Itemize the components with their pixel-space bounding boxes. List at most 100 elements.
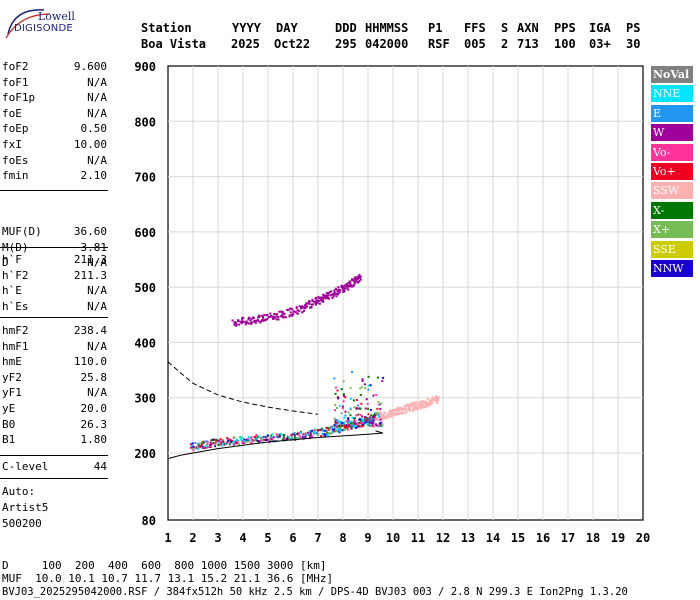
- trace-point: [426, 401, 429, 404]
- trace-point: [409, 405, 412, 408]
- trace-point: [386, 412, 389, 415]
- trace-point: [255, 436, 258, 439]
- trace-point: [210, 443, 213, 446]
- trace-point: [434, 397, 437, 400]
- trace-point: [356, 277, 359, 280]
- trace-point: [287, 436, 290, 439]
- trace-point: [311, 298, 314, 301]
- trace-point: [202, 446, 205, 449]
- spread-point: [341, 405, 344, 408]
- trace-point: [270, 438, 273, 441]
- trace-point: [339, 430, 342, 433]
- trace-point: [294, 438, 297, 441]
- trace-point: [314, 428, 317, 431]
- trace-point: [425, 401, 428, 404]
- trace-point: [361, 423, 364, 426]
- trace-point: [304, 435, 307, 438]
- trace-point: [293, 436, 296, 439]
- trace-point: [260, 436, 263, 439]
- trace-point: [412, 408, 415, 411]
- param-label: foEp: [2, 122, 29, 136]
- trace-point: [366, 419, 369, 422]
- trace-point: [371, 418, 374, 421]
- param-label: foF2: [2, 60, 29, 73]
- trace-point: [286, 309, 289, 312]
- trace-point: [300, 306, 303, 309]
- trace-point: [411, 403, 414, 406]
- trace-point: [276, 440, 279, 443]
- trace-point: [332, 430, 335, 433]
- trace-point: [356, 426, 359, 429]
- trace-point: [316, 301, 319, 304]
- logo-swoosh-icon: [5, 9, 51, 39]
- trace-point: [286, 437, 289, 440]
- trace-point: [382, 414, 385, 417]
- param-value: N/A: [87, 75, 107, 89]
- trace-point: [214, 438, 217, 441]
- trace-point: [335, 426, 338, 429]
- spread-point: [359, 407, 362, 410]
- trace-point: [234, 322, 237, 325]
- trace-point: [361, 423, 364, 426]
- trace-point: [201, 446, 204, 449]
- spread-point: [360, 421, 363, 424]
- trace-point: [206, 442, 209, 445]
- trace-point: [318, 429, 321, 432]
- trace-point: [329, 294, 332, 297]
- trace-point: [255, 437, 258, 440]
- trace-point: [343, 423, 346, 426]
- auto-label: Auto:: [2, 485, 36, 498]
- spread-point: [353, 406, 356, 409]
- spread-point: [376, 407, 379, 410]
- trace-point: [416, 405, 419, 408]
- trace-point: [317, 295, 320, 298]
- trace-point: [401, 408, 404, 411]
- trace-point: [262, 438, 265, 441]
- trace-point: [313, 300, 316, 303]
- trace-point: [308, 433, 311, 436]
- trace-point: [239, 320, 242, 323]
- param-value: N/A: [87, 256, 107, 270]
- trace-point: [296, 433, 299, 436]
- trace-point: [221, 439, 224, 442]
- trace-point: [197, 448, 200, 451]
- trace-point: [336, 424, 339, 427]
- trace-point: [322, 296, 325, 299]
- trace-point: [283, 437, 286, 440]
- trace-point: [256, 319, 259, 322]
- trace-point: [262, 315, 265, 318]
- spread-point: [359, 393, 362, 396]
- spread-point: [359, 421, 362, 424]
- trace-point: [281, 313, 284, 316]
- trace-point: [358, 276, 361, 279]
- spread-point: [347, 421, 350, 424]
- trace-point: [371, 416, 374, 419]
- trace-point: [399, 411, 402, 414]
- spread-point: [359, 413, 362, 416]
- trace-point: [309, 432, 312, 435]
- trace-point: [342, 285, 345, 288]
- trace-point: [293, 434, 296, 437]
- trace-point: [286, 435, 289, 438]
- trace-point: [360, 424, 363, 427]
- param-value: 9.600: [73, 60, 107, 73]
- trace-point: [352, 423, 355, 426]
- trace-point: [362, 422, 365, 425]
- trace-point: [366, 419, 369, 422]
- trace-point: [198, 445, 201, 448]
- spread-point: [381, 424, 384, 427]
- trace-point: [388, 415, 391, 418]
- param-row: h`E N/A: [2, 284, 107, 298]
- trace-point: [324, 429, 327, 432]
- trace-point: [289, 437, 292, 440]
- trace-point: [397, 408, 400, 411]
- trace-point: [300, 306, 303, 309]
- trace-point: [341, 288, 344, 291]
- trace-point: [245, 321, 248, 324]
- spread-point: [342, 380, 345, 383]
- spread-point: [367, 388, 370, 391]
- spread-point: [347, 418, 350, 421]
- trace-point: [380, 418, 383, 421]
- trace-point: [377, 411, 380, 414]
- trace-point: [354, 420, 357, 423]
